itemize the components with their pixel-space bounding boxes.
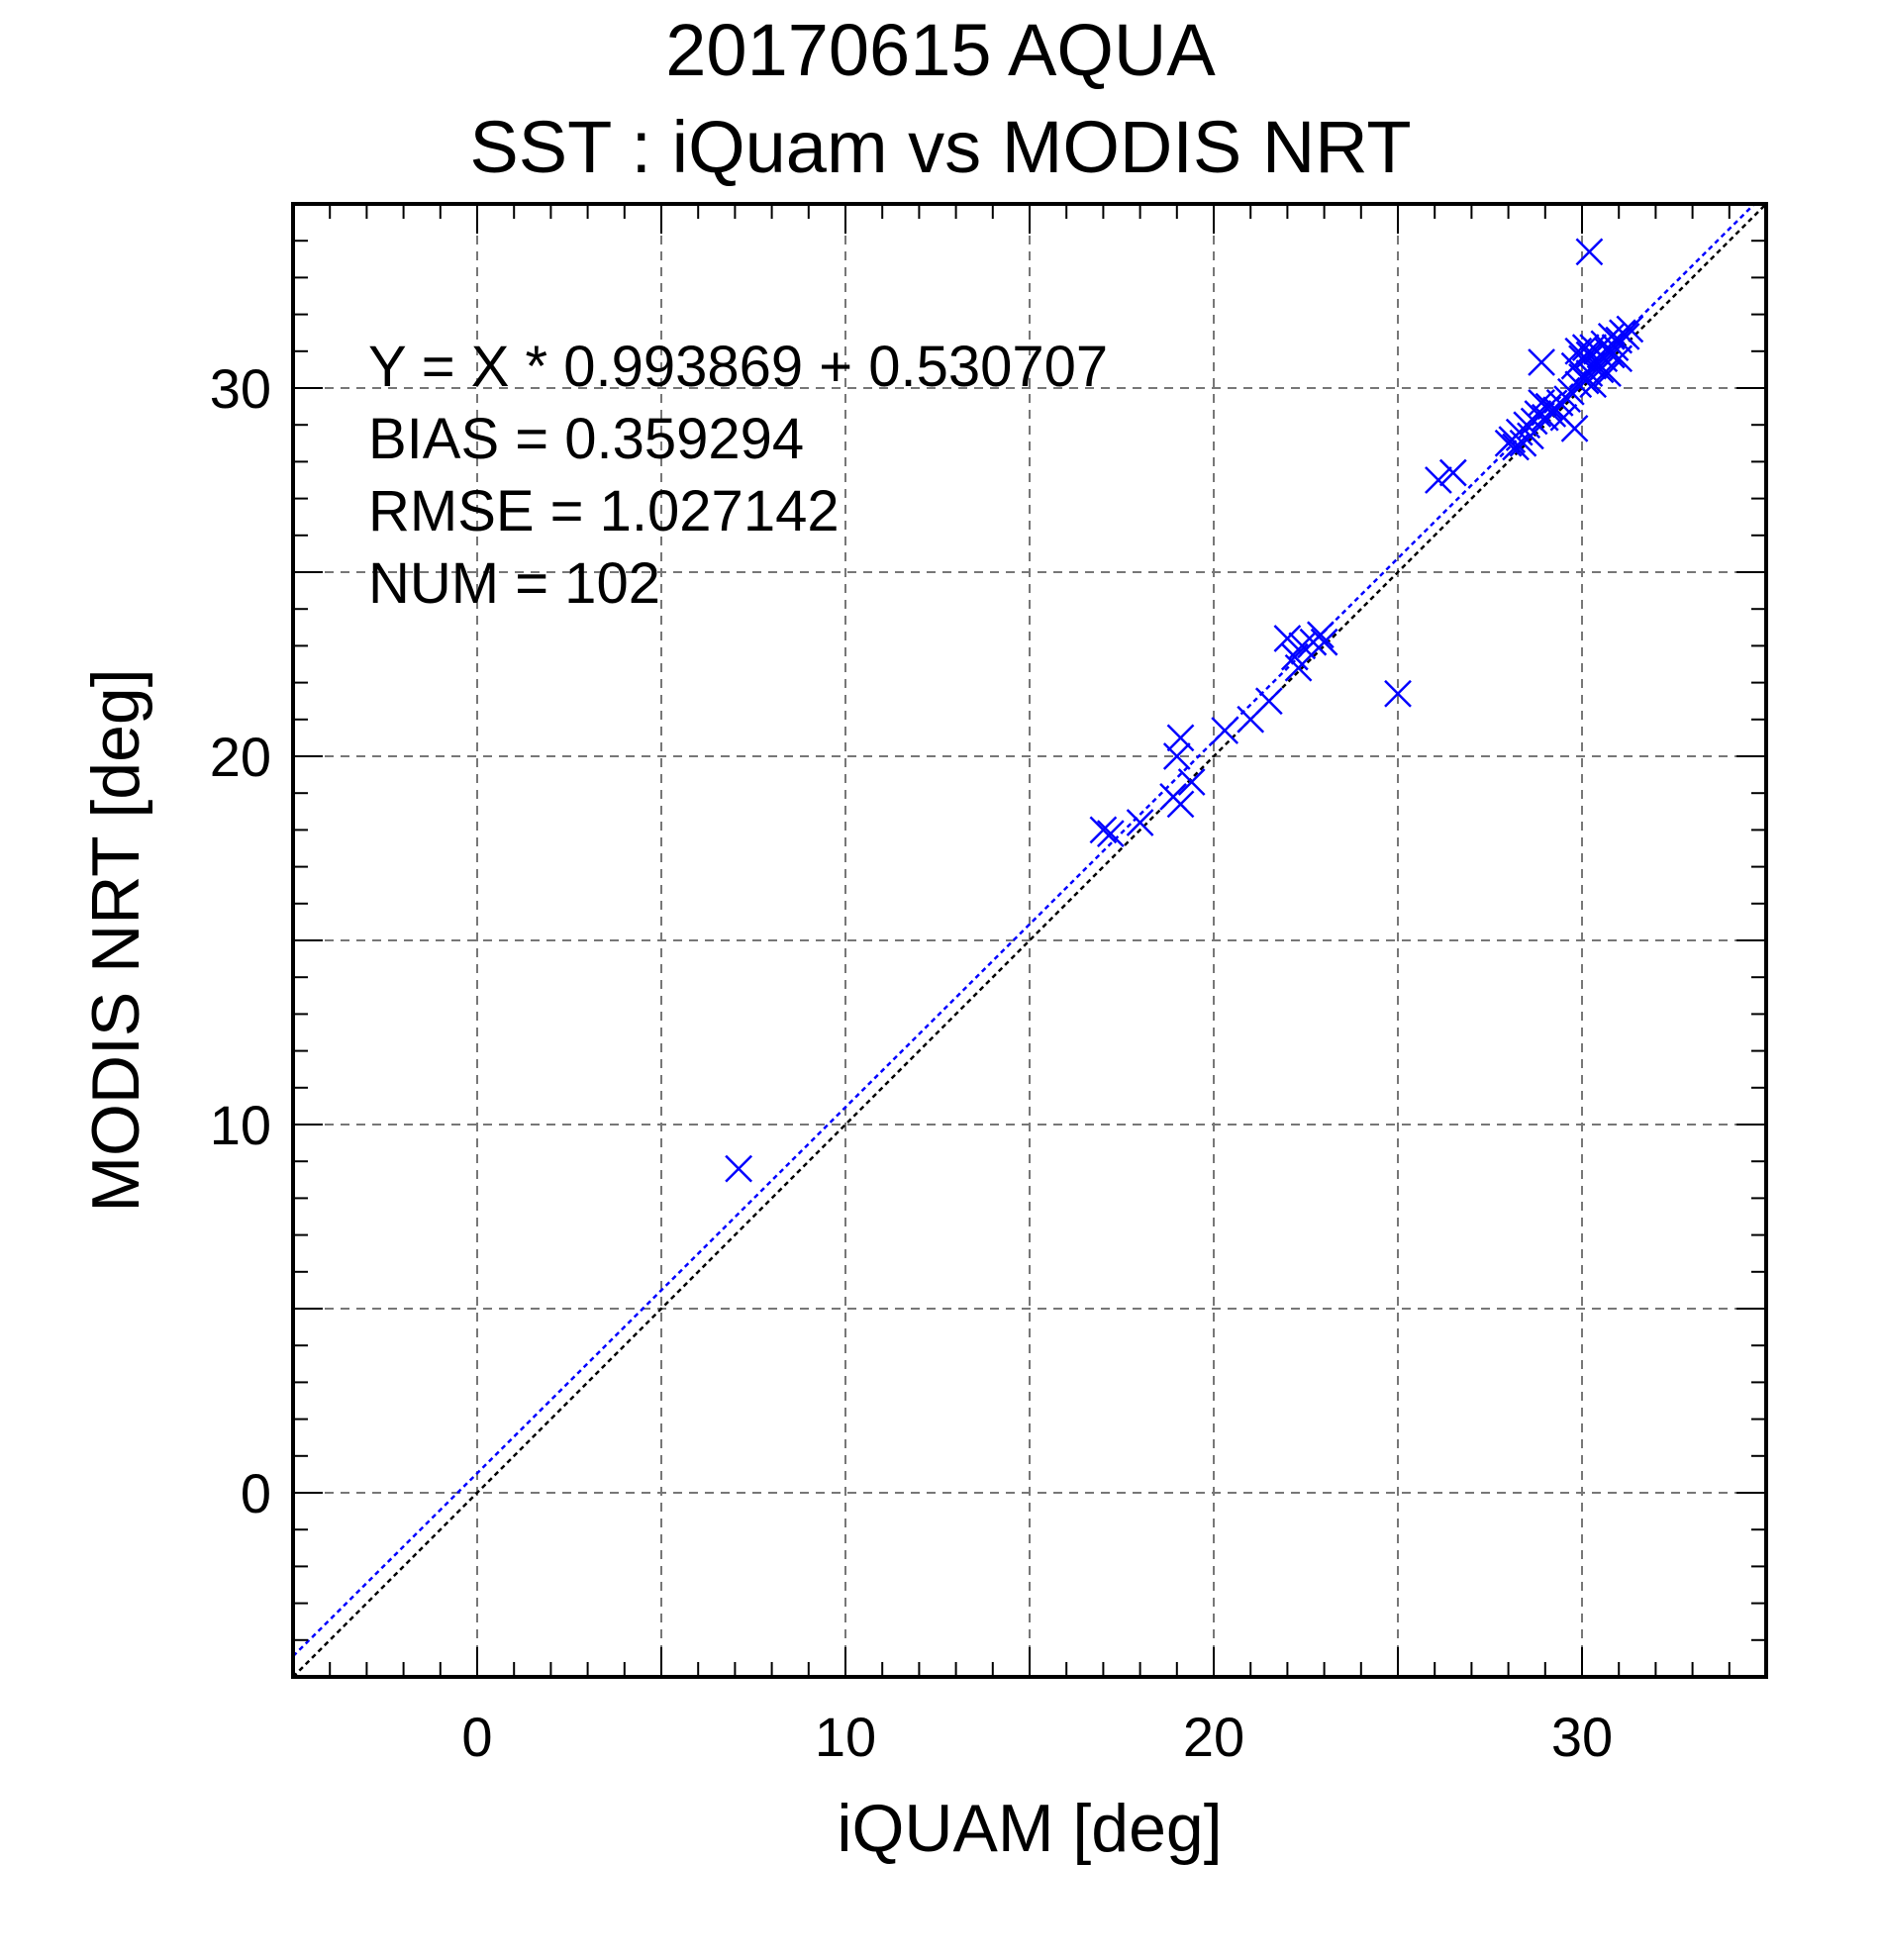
data-point-stroke bbox=[1597, 323, 1626, 350]
data-point bbox=[1288, 632, 1317, 660]
data-point bbox=[1594, 359, 1622, 388]
data-point bbox=[1166, 790, 1195, 819]
data-point bbox=[1575, 238, 1604, 266]
data-point-stroke bbox=[1089, 816, 1118, 844]
data-point-stroke bbox=[1254, 687, 1283, 716]
y-tick-label: 10 bbox=[210, 1094, 271, 1156]
data-point bbox=[1528, 348, 1555, 376]
y-tick-label: 20 bbox=[210, 726, 271, 788]
data-point bbox=[1605, 344, 1634, 373]
data-points bbox=[725, 238, 1644, 1183]
chart-subtitle: SST : iQuam vs MODIS NRT bbox=[469, 106, 1412, 188]
data-point-stroke bbox=[1571, 366, 1600, 395]
x-axis-label: iQUAM [deg] bbox=[837, 1791, 1222, 1866]
data-point-stroke bbox=[1166, 724, 1195, 752]
data-point-stroke bbox=[1273, 625, 1302, 652]
data-point bbox=[725, 1154, 753, 1183]
data-point-stroke bbox=[1288, 632, 1317, 660]
data-point bbox=[1571, 334, 1600, 361]
data-point-stroke bbox=[1177, 768, 1206, 796]
data-point bbox=[1284, 653, 1313, 682]
data-point bbox=[1438, 458, 1467, 487]
regression-equation: Y = X * 0.993869 + 0.530707 bbox=[368, 335, 1108, 399]
data-point-stroke bbox=[1560, 415, 1589, 442]
x-tick-label: 10 bbox=[815, 1706, 876, 1768]
data-point-stroke bbox=[1528, 348, 1555, 376]
chart-title: 20170615 AQUA bbox=[665, 9, 1216, 91]
data-point bbox=[1534, 392, 1563, 421]
data-point bbox=[1384, 679, 1412, 708]
data-point-stroke bbox=[1612, 323, 1640, 350]
data-point-stroke bbox=[1594, 359, 1622, 388]
data-point-stroke bbox=[1534, 392, 1563, 421]
count-value: NUM = 102 bbox=[368, 551, 660, 616]
data-point bbox=[1096, 820, 1125, 848]
data-point bbox=[1254, 687, 1283, 716]
axis-ticks bbox=[293, 204, 1766, 1677]
regression-line bbox=[292, 203, 1756, 1658]
tick-labels: 0 10 20 30 0 10 20 30 bbox=[210, 357, 1613, 1768]
data-point bbox=[1616, 315, 1644, 343]
data-point-stroke bbox=[1096, 820, 1125, 848]
data-point-stroke bbox=[1425, 466, 1452, 494]
y-tick-label: 0 bbox=[241, 1462, 271, 1524]
reference-lines bbox=[292, 203, 1767, 1678]
data-point-stroke bbox=[1211, 717, 1239, 744]
y-tick-label: 30 bbox=[210, 357, 271, 420]
data-point-stroke bbox=[1438, 458, 1467, 487]
data-point bbox=[1211, 717, 1239, 744]
data-point-stroke bbox=[1586, 355, 1615, 384]
data-point-stroke bbox=[1605, 344, 1634, 373]
data-point-stroke bbox=[725, 1154, 753, 1183]
data-point bbox=[1571, 366, 1600, 395]
data-point-stroke bbox=[1571, 334, 1600, 361]
data-point-stroke bbox=[1166, 790, 1195, 819]
data-point bbox=[1310, 628, 1338, 656]
data-point bbox=[1162, 742, 1191, 770]
data-point-stroke bbox=[1310, 628, 1338, 656]
data-point bbox=[1306, 621, 1335, 649]
grid-lines bbox=[293, 204, 1766, 1677]
data-point-stroke bbox=[1384, 679, 1412, 708]
data-point-stroke bbox=[1616, 315, 1644, 343]
data-point bbox=[1126, 809, 1154, 836]
data-point-stroke bbox=[1284, 653, 1313, 682]
data-point bbox=[1089, 816, 1118, 844]
rmse-value: RMSE = 1.027142 bbox=[368, 479, 840, 543]
data-point-stroke bbox=[1575, 238, 1604, 266]
plot-frame bbox=[291, 202, 1768, 1679]
x-tick-label: 30 bbox=[1551, 1706, 1613, 1768]
data-point bbox=[1597, 323, 1626, 350]
x-tick-label: 0 bbox=[461, 1706, 492, 1768]
data-point bbox=[1273, 625, 1302, 652]
data-point bbox=[1586, 355, 1615, 384]
y-axis-label: MODIS NRT [deg] bbox=[78, 668, 153, 1212]
data-point bbox=[1177, 768, 1206, 796]
data-point-stroke bbox=[1579, 370, 1608, 399]
data-point bbox=[1560, 415, 1589, 442]
x-tick-label: 20 bbox=[1183, 1706, 1244, 1768]
data-point bbox=[1425, 466, 1452, 494]
data-point-stroke bbox=[1162, 742, 1191, 770]
data-point bbox=[1579, 370, 1608, 399]
bias-value: BIAS = 0.359294 bbox=[368, 407, 804, 471]
stats-box: Y = X * 0.993869 + 0.530707 BIAS = 0.359… bbox=[368, 335, 1108, 616]
data-point bbox=[1612, 323, 1640, 350]
data-point-stroke bbox=[1126, 809, 1154, 836]
data-point bbox=[1166, 724, 1195, 752]
data-point-stroke bbox=[1306, 621, 1335, 649]
